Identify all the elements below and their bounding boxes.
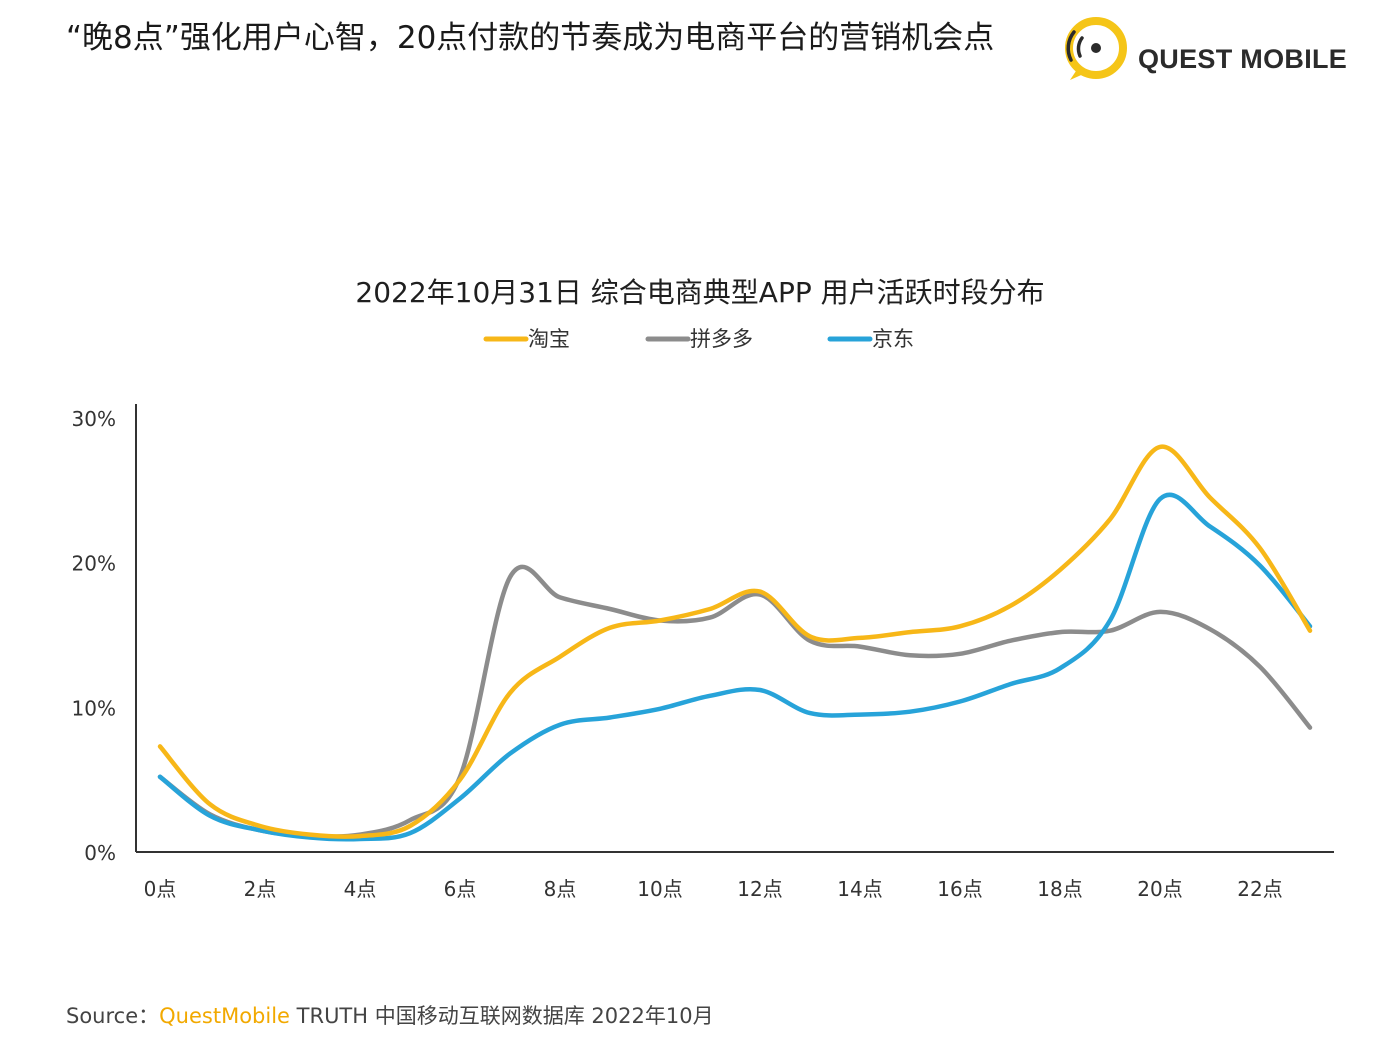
x-tick-label: 10点 [637,877,682,901]
legend-item-3: 京东 [827,327,914,351]
y-tick-label: 30% [72,407,116,431]
x-tick-label: 16点 [937,877,982,901]
x-tick-label: 20点 [1137,877,1182,901]
legend-item-2: 拼多多 [645,327,753,351]
x-tick-label: 18点 [1037,877,1082,901]
series-line-3 [157,492,1313,842]
source-rest: TRUTH 中国移动互联网数据库 2022年10月 [289,1004,714,1028]
source-note: Source：QuestMobile TRUTH 中国移动互联网数据库 2022… [66,1000,714,1030]
x-tick-label: 2点 [244,877,277,901]
source-brand: QuestMobile [159,1004,290,1028]
x-tick-label: 6点 [444,877,477,901]
legend: 淘宝 拼多多 京东 [483,327,914,351]
y-tick-label: 10% [72,696,116,720]
series-line-2 [157,564,1313,839]
line-chart: 2022年10月31日 综合电商典型APP 用户活跃时段分布 淘宝 拼多多 京东 0… [72,276,1334,901]
legend-label: 拼多多 [690,327,753,351]
chart-title: 2022年10月31日 综合电商典型APP 用户活跃时段分布 [355,276,1044,309]
source-prefix: Source： [66,1004,160,1028]
headline: “晚8点”强化用户心智，20点付款的节奏成为电商平台的营销机会点 [66,20,995,56]
x-tick-label: 14点 [837,877,882,901]
legend-label: 淘宝 [528,327,570,351]
logo-text: QUEST MOBILE [1138,44,1348,74]
axes: 0% 10% 20% 30% 0点 2点 4点 6点 8点 10点 12点 14点 16点 18点 20点 2… [72,404,1334,901]
x-tick-label: 8点 [544,877,577,901]
y-tick-label: 0% [84,841,116,865]
legend-label: 京东 [872,327,914,351]
series-layer [157,444,1313,842]
y-tick-label: 20% [72,552,116,576]
x-tick-label: 22点 [1237,877,1282,901]
legend-item-1: 淘宝 [483,327,570,351]
x-tick-label: 4点 [344,877,377,901]
x-tick-label: 12点 [737,877,782,901]
x-tick-label: 0点 [144,877,177,901]
series-line-1 [157,444,1313,839]
quest-mobile-logo [1065,17,1127,80]
